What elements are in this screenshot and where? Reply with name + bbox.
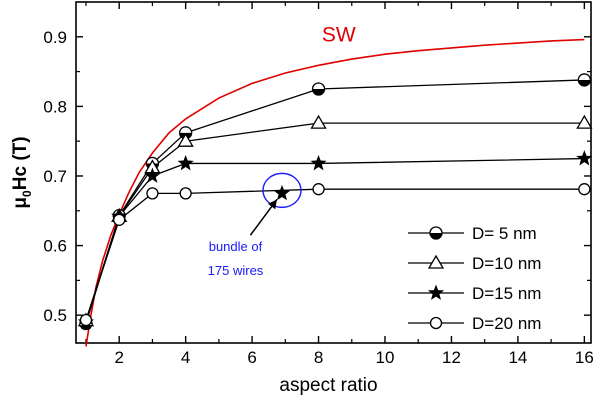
annotation-line-1: bundle of [209,239,263,254]
marker-shape [310,154,327,171]
sw-label: SW [322,24,356,47]
series-4-point [578,183,591,196]
sw-curve [85,38,585,347]
marker-shape [179,187,192,200]
marker-shape [576,150,593,166]
x-tick-label: 12 [442,348,461,367]
plot-frame [75,1,592,344]
marker-shape [177,132,194,147]
series-3-point [144,167,161,183]
legend-marker-4 [429,316,443,330]
y-tick-label: 0.8 [43,97,67,116]
marker-highlight [314,85,319,89]
legend-label-3: D=15 nm [472,284,541,303]
marker-shape [144,167,161,183]
x-tick-label: 4 [181,348,190,367]
series-4-point [312,183,325,196]
series-4-point [79,313,93,327]
legend-marker-3 [427,284,445,300]
series-3-point [177,154,194,171]
annotation-line-2: 175 wires [208,263,264,278]
legend-label-1: D= 5 nm [472,224,537,243]
x-tick-label: 14 [508,348,527,367]
x-tick-label: 16 [575,348,594,367]
marker-shape [177,154,194,171]
marker-shape [427,284,445,300]
y-axis-title-rest: Hc (T) [10,136,31,190]
series-4-point [113,213,126,226]
sw-curve-layer [85,38,585,347]
series-4-point [179,187,192,200]
legend-label-2: D=10 nm [472,254,541,273]
marker-shape [146,187,159,200]
series-2-point [177,132,194,147]
legend-label-4: D=20 nm [472,314,541,333]
marker-shape [429,316,443,330]
series-line-4 [85,188,585,321]
x-tick-label: 2 [114,348,123,367]
annotation-arrowhead [268,199,277,210]
series-2-point [576,114,593,129]
x-tick-label: 10 [376,348,395,367]
marker-fill [578,79,591,86]
marker-shape [79,313,93,327]
marker-highlight [580,76,584,80]
y-tick-label: 0.7 [43,167,67,186]
highlight-ellipse [262,172,302,209]
series-layer [77,73,593,331]
y-tick-label: 0.6 [43,237,67,256]
series-2-point [310,114,327,129]
x-tick-label: 6 [247,348,256,367]
series-line-3 [85,157,585,323]
single-point-star [273,184,291,201]
legend-marker-2 [427,254,445,269]
series-4-point [146,187,159,200]
y-axis-title-mu: μ [10,197,31,209]
marker-shape [310,114,327,129]
series-1-point [577,73,592,87]
marker-highlight [182,129,186,133]
plot-area: 2 4 6 8 10 12 14 16 0.5 0.6 0.7 0.8 0.9 [43,1,594,367]
x-axis-title: aspect ratio [279,375,377,396]
marker-fill [312,88,325,95]
x-tick-label: 8 [314,348,323,367]
y-tick-label: 0.9 [43,28,67,47]
marker-fill [430,233,442,239]
series-3-point [310,154,327,171]
series-1-point [311,82,326,96]
series-3-point [576,150,593,166]
annotation-layer [249,172,302,236]
y-tick-label: 0.5 [43,306,67,325]
y-axis-title: μ0Hc (T) [10,136,34,208]
legend: D= 5 nm D=10 nm D=15 nm D=20 nm [408,224,541,333]
marker-highlight [432,229,436,233]
marker-shape [578,183,591,196]
marker-shape [312,183,325,196]
marker-shape [576,114,593,129]
legend-marker-1 [429,226,443,240]
y-axis-title-sub: 0 [20,190,34,197]
marker-shape [427,254,445,269]
marker-shape [113,213,126,226]
marker-shape [273,184,291,201]
